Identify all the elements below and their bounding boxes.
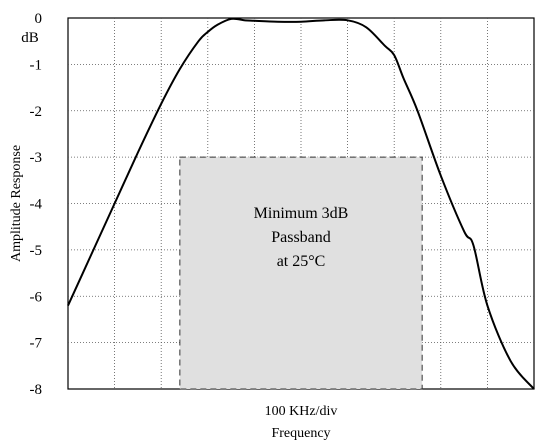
y-tick-label: -5 [30,243,43,259]
y-tick-label: -7 [30,336,43,352]
y-tick-label: -2 [30,104,43,120]
y-tick-labels: 0 -1 -2 -3 -4 -5 -6 -7 -8 [30,11,43,398]
y-axis-label: Amplitude Response [9,145,24,262]
y-unit-label: dB [21,30,39,46]
x-axis-label: Frequency [271,426,330,441]
passband-box [179,156,423,390]
passband-annotation-line: Passband [271,229,331,246]
y-tick-label: -4 [30,197,43,213]
y-tick-label: -6 [30,289,43,305]
amplitude-response-line [67,17,535,390]
passband-region [179,156,423,390]
y-tick-label: -8 [30,382,43,398]
passband-annotation-line: Minimum 3dB [254,205,349,222]
series-layer [67,17,535,390]
y-tick-label: -1 [30,57,43,73]
y-tick-label: 0 [35,11,43,27]
annotation-text: Minimum 3dB Passband at 25°C [254,205,349,270]
x-scale-note: 100 KHz/div [265,404,338,419]
passband-annotation-line: at 25°C [277,253,326,270]
y-tick-label: -3 [30,150,43,166]
